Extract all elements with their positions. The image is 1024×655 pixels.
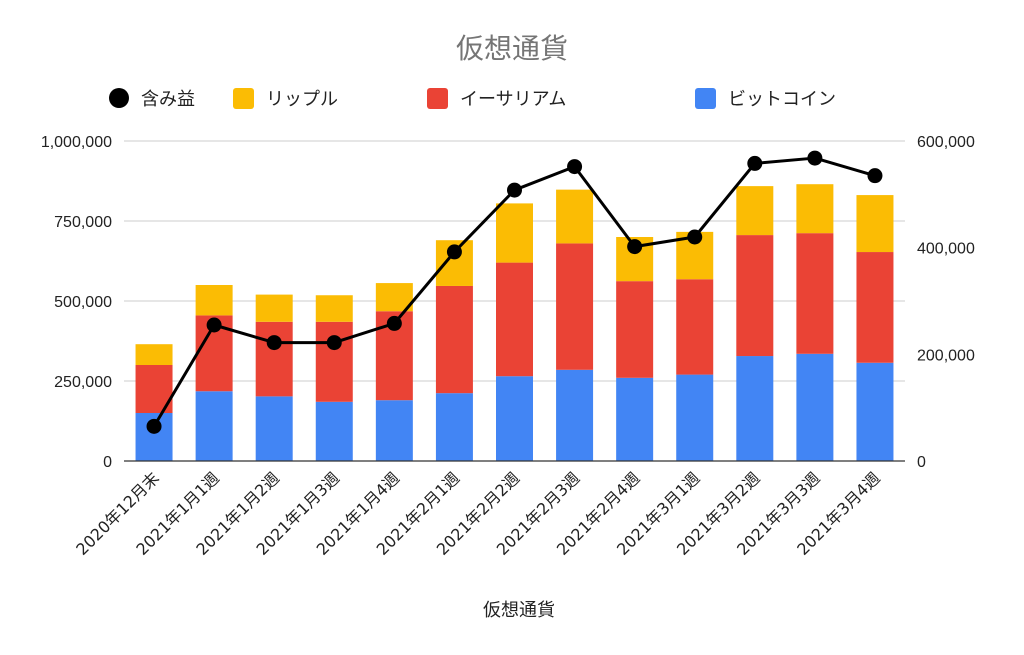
legend-label: 含み益 — [141, 89, 195, 110]
bar-segment — [375, 400, 413, 461]
bar-segment — [435, 393, 473, 461]
bar-segment — [676, 374, 714, 461]
bar-segment — [496, 376, 533, 461]
bar-segment — [796, 184, 834, 234]
bar-segment — [496, 262, 533, 377]
bar-segment — [616, 377, 654, 461]
legend-item: 含み益 — [109, 88, 195, 110]
x-axis-title: 仮想通貨 — [483, 600, 555, 621]
bar-segment — [856, 195, 894, 253]
bar-segment — [856, 362, 894, 461]
line-point — [627, 239, 643, 255]
bar-segment — [796, 353, 834, 461]
legend-item: イーサリアム — [427, 88, 566, 110]
bar-segment — [255, 396, 293, 461]
legend-swatch — [695, 88, 716, 109]
bar-segment — [315, 295, 353, 322]
legend-swatch — [233, 88, 254, 109]
bar-segment — [736, 356, 774, 461]
bar-segment — [435, 285, 473, 394]
legend-item: リップル — [233, 88, 338, 110]
bar-segment — [195, 285, 233, 316]
y-tick-label-left: 250,000 — [54, 374, 112, 391]
bar-segment — [315, 401, 353, 461]
bar-segment — [856, 252, 894, 363]
legend-label: イーサリアム — [460, 89, 566, 110]
y-tick-label-left: 500,000 — [54, 294, 112, 311]
bar-segment — [135, 344, 173, 365]
legend-label: リップル — [266, 89, 338, 110]
bar-segment — [195, 391, 233, 461]
legend-item: ビットコイン — [695, 88, 836, 110]
bar-segment — [796, 233, 834, 354]
bar-segment — [736, 186, 774, 236]
line-point — [867, 168, 883, 184]
bar-segment — [736, 235, 774, 357]
bar-segment — [556, 189, 594, 244]
y-tick-label-right: 200,000 — [917, 347, 975, 364]
line-point — [206, 317, 222, 333]
y-tick-label-right: 600,000 — [917, 134, 975, 151]
line-point — [266, 335, 282, 351]
line-point — [507, 182, 522, 198]
y-tick-label-left: 1,000,000 — [41, 134, 112, 151]
y-tick-label-left: 750,000 — [54, 214, 112, 231]
legend-label: ビットコイン — [728, 89, 836, 110]
line-point — [807, 150, 823, 166]
bar-segment — [616, 281, 654, 378]
bars-layer — [135, 184, 894, 461]
chart-title: 仮想通貨 — [456, 32, 568, 65]
line-layer — [146, 150, 883, 434]
line-point — [687, 229, 703, 245]
bar-segment — [255, 294, 293, 322]
legend: 含み益 リップル イーサリアム ビットコイン — [109, 88, 836, 110]
y-tick-label-right: 0 — [917, 454, 926, 471]
line-point — [326, 335, 342, 351]
legend-swatch — [427, 88, 448, 109]
y-tick-label-right: 400,000 — [917, 241, 975, 258]
line-point — [146, 418, 162, 434]
bar-segment — [556, 243, 594, 370]
bar-segment — [556, 369, 594, 461]
bar-segment — [496, 203, 533, 263]
line-point — [567, 159, 583, 175]
legend-marker — [109, 88, 129, 108]
bar-segment — [315, 321, 353, 402]
bar-segment — [676, 279, 714, 375]
line-point — [446, 244, 462, 260]
line-point — [747, 155, 763, 171]
y-tick-label-left: 0 — [103, 454, 112, 471]
bar-segment — [255, 321, 293, 397]
line-point — [386, 315, 402, 331]
